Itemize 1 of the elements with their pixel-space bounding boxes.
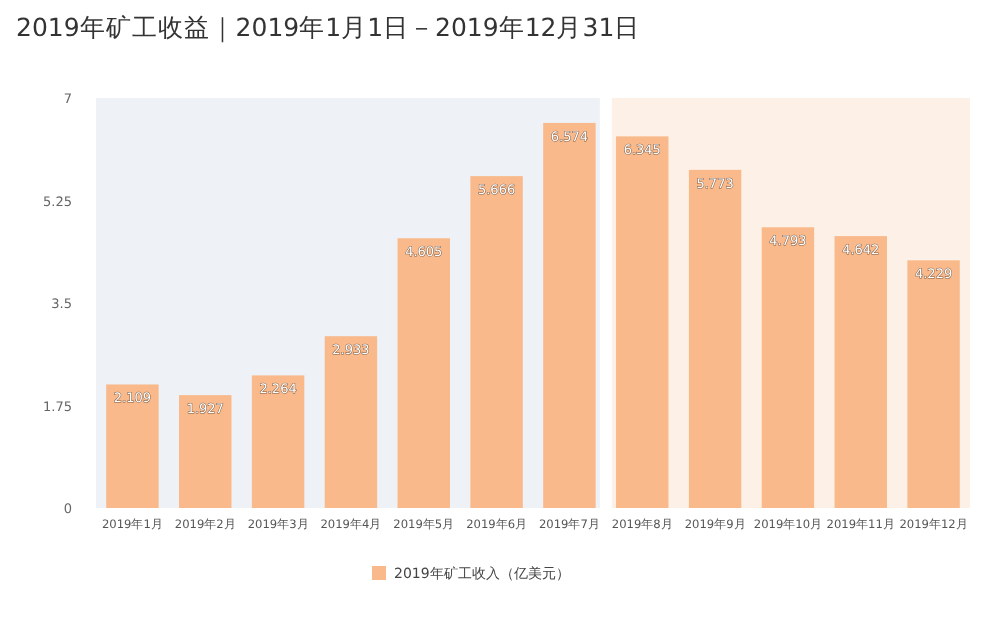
title: 2019年矿工收益｜2019年1月1日－2019年12月31日 <box>16 12 641 42</box>
